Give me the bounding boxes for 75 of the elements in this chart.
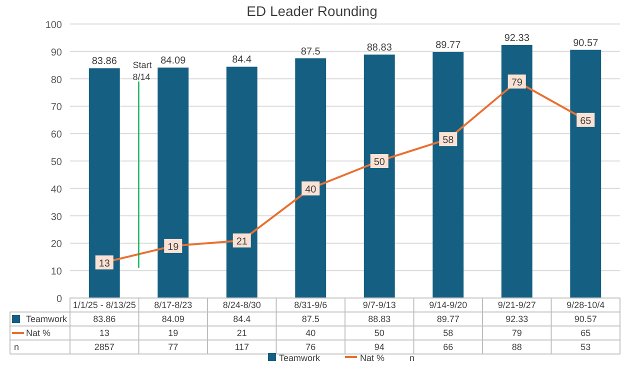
- data-label: 84.09: [162, 314, 184, 324]
- y-tick-label: 90: [50, 47, 62, 58]
- text: 77: [168, 342, 178, 352]
- y-tick-label: 0: [56, 294, 62, 305]
- text: 66: [443, 342, 454, 352]
- legend-label: Teamwork: [26, 314, 68, 324]
- data-label: 58: [443, 328, 454, 338]
- data-label: 65: [580, 328, 591, 338]
- text: 88: [512, 342, 522, 352]
- x-tick-label: 1/1/25 - 8/13/25: [72, 300, 136, 310]
- legend-label: Nat %: [26, 328, 51, 338]
- y-tick-label: 70: [50, 102, 62, 114]
- text: Nat %: [360, 353, 385, 363]
- y-tick-label: 40: [50, 184, 62, 196]
- x-tick-label: 9/28-10/4: [566, 300, 605, 310]
- y-tick-label: 100: [45, 20, 62, 31]
- x-tick-label: 9/7-9/13: [362, 300, 396, 310]
- data-label: 79: [512, 328, 522, 338]
- bar: [158, 68, 189, 298]
- y-tick-label: 60: [50, 130, 62, 141]
- x-tick-label: 8/24-8/30: [222, 300, 261, 310]
- x-tick-label: 8/17-8/23: [154, 300, 192, 310]
- text: 84.4: [232, 54, 252, 66]
- text: 90.57: [573, 38, 598, 49]
- text: 92.33: [504, 33, 530, 44]
- text: 40: [305, 184, 316, 196]
- text: 2857: [94, 342, 114, 352]
- text: 53: [580, 342, 591, 352]
- text: 76: [306, 342, 316, 352]
- y-tick-label: 30: [50, 212, 62, 223]
- text: 84.09: [160, 56, 186, 67]
- text: 13: [98, 258, 110, 270]
- bar: [364, 54, 395, 298]
- text: Teamwork: [279, 353, 320, 363]
- data-label: 13: [99, 328, 110, 338]
- data-label: 40: [306, 328, 316, 338]
- text: 117: [234, 342, 250, 352]
- text: 94: [374, 342, 384, 352]
- text: 50: [374, 157, 385, 168]
- text: 21: [236, 236, 248, 248]
- text: 58: [442, 135, 454, 146]
- y-tick-label: 80: [50, 74, 62, 86]
- data-label: 88.83: [368, 314, 391, 324]
- bar: [226, 66, 258, 298]
- text: 89.77: [436, 40, 461, 52]
- data-label: 89.77: [436, 314, 460, 324]
- text: 19: [168, 242, 179, 253]
- bar: [88, 68, 120, 298]
- bar: [570, 50, 602, 298]
- text: n: [410, 353, 415, 363]
- y-tick-label: 10: [50, 266, 62, 278]
- text: 88.83: [366, 42, 392, 54]
- annotation: Start 8/14: [132, 60, 152, 82]
- bar: [432, 52, 464, 298]
- text: 65: [580, 116, 592, 127]
- data-label: 87.5: [302, 314, 320, 324]
- x-tick-label: 8/31-9/6: [294, 300, 328, 310]
- y-tick-label: 50: [50, 157, 62, 168]
- text: 87.5: [300, 46, 320, 58]
- y-tick-label: 20: [50, 239, 62, 250]
- bar: [501, 45, 532, 298]
- bar: [295, 58, 326, 298]
- data-label: 50: [374, 328, 384, 338]
- chart-title: ED Leader Rounding: [246, 3, 378, 19]
- data-label: 90.57: [574, 314, 597, 324]
- x-tick-label: 9/14-9/20: [429, 300, 468, 310]
- text: 83.86: [92, 56, 117, 68]
- text: n: [14, 342, 20, 352]
- data-label: 19: [168, 328, 178, 338]
- x-tick-label: 9/21-9/27: [498, 300, 536, 310]
- text: 79: [511, 78, 522, 89]
- data-label: 21: [236, 328, 247, 338]
- data-label: 84.4: [233, 314, 251, 324]
- data-label: 92.33: [506, 314, 528, 324]
- data-label: 83.86: [93, 314, 116, 324]
